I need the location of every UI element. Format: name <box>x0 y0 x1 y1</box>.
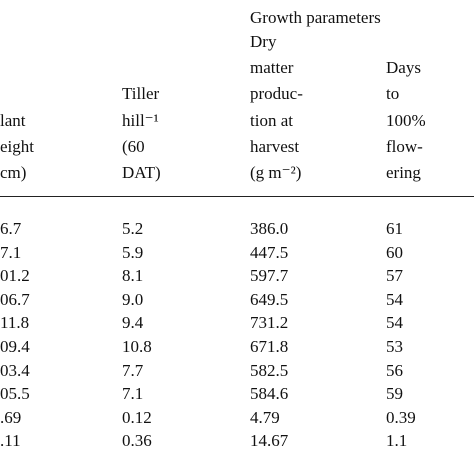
column-header: matter <box>250 58 294 78</box>
column-header: to <box>386 84 400 104</box>
cell: 0.36 <box>122 431 152 451</box>
cell: 584.6 <box>250 384 289 404</box>
cell: 7.1 <box>122 384 144 404</box>
cell: 731.2 <box>250 313 289 333</box>
column-header: flow- <box>386 136 423 156</box>
column-header: cm) <box>0 163 27 182</box>
cell: 597.7 <box>250 266 289 286</box>
cell: 59 <box>386 384 403 404</box>
cell: 10.8 <box>122 337 152 356</box>
cell: 14.67 <box>250 431 289 451</box>
cell: 1.1 <box>386 431 408 451</box>
column-header: ering <box>386 163 421 182</box>
cell: 61 <box>386 219 403 238</box>
column-header: Dry <box>250 32 277 51</box>
cell: 57 <box>386 266 403 286</box>
column-header: DAT) <box>122 163 161 182</box>
cell: 11.8 <box>0 313 30 333</box>
cell: 9.0 <box>122 289 144 309</box>
cell: 7.1 <box>0 242 22 262</box>
cell: 5.2 <box>122 219 144 238</box>
column-header: eight <box>0 136 34 156</box>
cell: 0.39 <box>386 407 416 427</box>
cell: 60 <box>386 242 403 262</box>
cell: 54 <box>386 289 403 309</box>
column-header: (60 <box>122 136 145 156</box>
cell: 671.8 <box>250 337 289 356</box>
column-header: produc- <box>250 84 303 104</box>
cell: 06.7 <box>0 289 30 309</box>
column-header: Days <box>386 58 421 78</box>
cell: .11 <box>0 431 21 451</box>
cell: 4.79 <box>250 407 280 427</box>
cell: 582.5 <box>250 360 289 380</box>
cell: 9.4 <box>122 313 144 333</box>
cell: 03.4 <box>0 360 30 380</box>
column-header: Tiller <box>122 84 160 104</box>
cell: 53 <box>386 337 403 356</box>
cell: 01.2 <box>0 266 30 286</box>
cell: 54 <box>386 313 403 333</box>
column-header: harvest <box>250 136 300 156</box>
cell: 8.1 <box>122 266 144 286</box>
cell: 649.5 <box>250 289 289 309</box>
header-rule <box>0 196 474 197</box>
group-header: Growth parameters <box>250 8 381 27</box>
cell: .69 <box>0 407 22 427</box>
cell: 09.4 <box>0 337 30 356</box>
cell: 56 <box>386 360 403 380</box>
column-header: tion at <box>250 110 293 130</box>
cell: 447.5 <box>250 242 289 262</box>
cell: 0.12 <box>122 407 152 427</box>
column-header: hill⁻¹ <box>122 110 159 130</box>
cell: 5.9 <box>122 242 144 262</box>
cell: 7.7 <box>122 360 144 380</box>
column-header: (g m⁻²) <box>250 163 302 182</box>
cell: 05.5 <box>0 384 30 404</box>
column-header: 100% <box>386 110 426 130</box>
cell: 6.7 <box>0 219 22 238</box>
column-header: lant <box>0 110 26 130</box>
cell: 386.0 <box>250 219 289 238</box>
